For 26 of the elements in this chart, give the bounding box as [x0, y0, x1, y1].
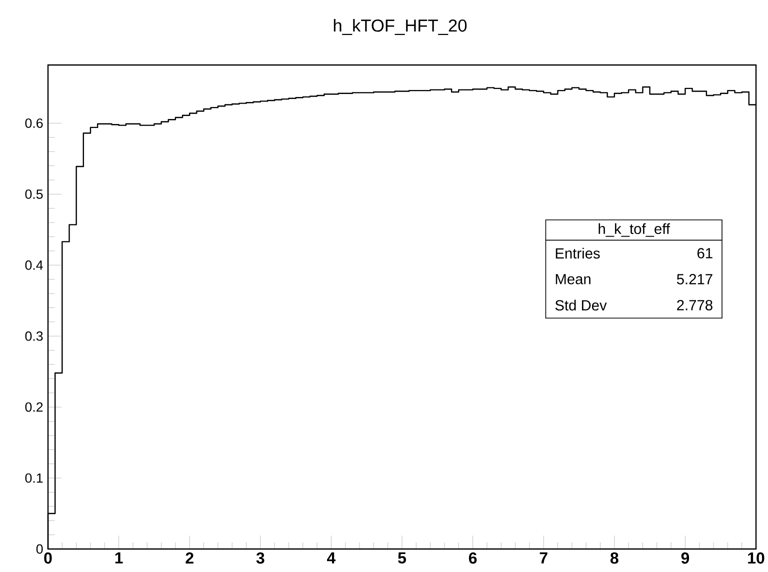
- x-tick-label: 10: [748, 552, 764, 564]
- x-tick-label: 6: [468, 552, 477, 564]
- y-tick-label: 0.4: [25, 260, 43, 270]
- annotation: Std Dev: [555, 300, 607, 311]
- x-tick-label: 9: [681, 552, 690, 564]
- x-tick-label: 4: [327, 552, 336, 564]
- y-tick-label: 0.6: [25, 118, 43, 128]
- y-tick-label: 0.1: [25, 473, 43, 483]
- y-tick-label: 0.5: [25, 189, 43, 199]
- annotation: Mean: [556, 274, 590, 284]
- y-tick-label: 0: [36, 544, 43, 554]
- annotation: Entries: [556, 248, 600, 259]
- x-tick-label: 3: [256, 552, 264, 564]
- y-tick-label: 0.3: [25, 331, 43, 341]
- y-tick-label: 0.2: [25, 402, 43, 412]
- x-tick-label: 8: [610, 552, 618, 564]
- annotation: 61: [698, 248, 712, 258]
- annotation: 5.217: [676, 274, 712, 284]
- x-tick-label: 0: [44, 552, 52, 564]
- annotation: 2.778: [677, 300, 712, 310]
- x-tick-label: 2: [186, 552, 194, 564]
- x-tick-label: 5: [398, 552, 406, 564]
- x-tick-label: 1: [115, 552, 123, 564]
- annotation: h_k_tof_eff: [598, 223, 670, 237]
- chart-title: h_kTOF_HFT_20: [334, 18, 467, 36]
- x-tick-label: 7: [540, 552, 548, 564]
